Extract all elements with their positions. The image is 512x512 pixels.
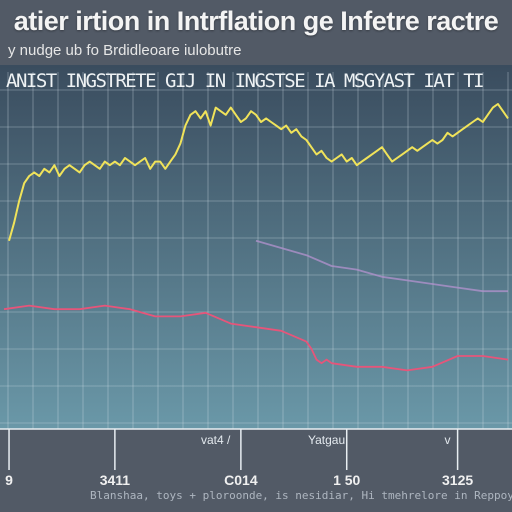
chart-subtitle: y nudge ub fo Brdidleoare iulobutre	[8, 42, 242, 59]
plot-area	[0, 65, 512, 429]
x-tick-label: 3411	[99, 472, 131, 488]
header-band-text: ANIST INGSTRETE GIJ IN INGSTSE IA MSGYAS…	[6, 70, 485, 92]
x-tick-label: 3125	[442, 472, 474, 488]
x-tick-label: C014	[224, 472, 258, 488]
x-tick-label: 1 50	[333, 472, 361, 488]
inplot-label: Yatgau	[308, 433, 346, 447]
chart-title: atier irtion in Intrflation ge Infetre r…	[13, 6, 499, 36]
series-line-1	[8, 103, 509, 242]
x-tick-marks	[8, 429, 459, 470]
series-line-3	[3, 304, 509, 372]
inplot-label: v	[444, 433, 451, 447]
series-lines	[3, 103, 509, 372]
x-tick-label: 9	[5, 472, 13, 488]
series-line-2	[255, 239, 508, 293]
inplot-label: vat4 /	[201, 433, 231, 447]
footer-text: Blanshaa, toys + ploroonde, is nesidiar,…	[90, 489, 512, 502]
vertical-gridlines	[7, 72, 509, 429]
